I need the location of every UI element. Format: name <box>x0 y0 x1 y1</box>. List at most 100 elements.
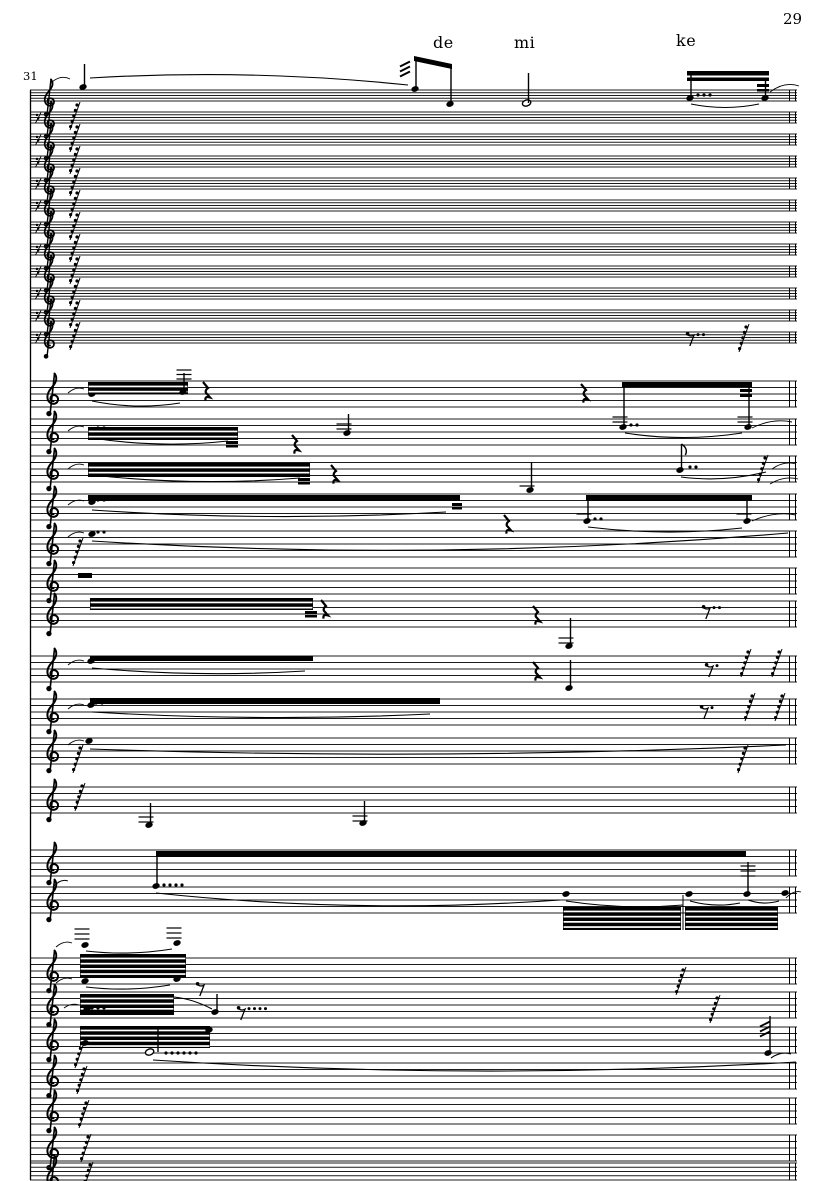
staff <box>30 133 797 146</box>
grace-notehead <box>744 325 748 329</box>
treble-clef-icon <box>46 878 60 923</box>
grace-note-run <box>83 1161 94 1181</box>
notehead <box>173 940 181 946</box>
page-number: 29 <box>783 10 803 28</box>
beam-gap <box>88 466 310 469</box>
tremolo-beam <box>563 907 681 930</box>
grace-note-run <box>69 321 81 351</box>
grace-notehead <box>69 257 73 261</box>
grace-rest-icon <box>35 222 42 234</box>
beam-gap <box>685 921 778 923</box>
grace-rest-icon <box>35 156 42 168</box>
dot <box>168 883 172 887</box>
grace-notehead <box>80 1041 84 1045</box>
treble-clef-icon <box>46 1089 60 1134</box>
grace-notehead <box>77 1052 81 1056</box>
grace-notehead <box>72 246 76 250</box>
grace-notehead <box>741 666 745 670</box>
grace-notehead <box>746 650 750 654</box>
quarter-rest-icon <box>202 381 214 401</box>
grace-note-run <box>744 692 756 722</box>
grace-notehead <box>69 191 73 195</box>
grace-rest-icon <box>35 332 42 344</box>
treble-clef-icon <box>43 144 55 183</box>
grace-note-run <box>771 648 783 678</box>
tie <box>55 941 73 948</box>
notehead <box>343 430 351 436</box>
grace-notehead <box>76 1089 80 1093</box>
grace-notehead <box>70 119 74 123</box>
treble-clef-icon <box>46 841 60 886</box>
augmentation-dots <box>162 883 184 887</box>
treble-clef-icon <box>46 778 60 823</box>
treble-clef-icon <box>46 410 52 417</box>
tremolo-beam <box>90 656 313 661</box>
grace-notehead <box>758 472 762 476</box>
treble-clef-icon <box>49 560 56 601</box>
treble-clef-icon <box>46 79 52 114</box>
grace-notehead <box>739 341 743 345</box>
treble-clef-icon <box>49 879 56 920</box>
dot <box>176 1051 180 1055</box>
grace-notehead <box>737 768 741 772</box>
tremolo-mark <box>759 1020 771 1038</box>
grace-notehead <box>745 710 749 714</box>
tremolo-mark <box>399 60 411 78</box>
ledger-lines <box>352 815 368 822</box>
staff <box>30 199 797 212</box>
grace-notehead <box>72 224 76 228</box>
dot <box>188 1051 192 1055</box>
tremolo-beam <box>305 611 317 614</box>
staff <box>30 221 797 234</box>
grace-note-run <box>76 1065 88 1095</box>
augmentation-dots <box>688 465 698 469</box>
beam-gap <box>80 957 186 960</box>
tie <box>771 462 797 470</box>
notehead <box>81 978 89 984</box>
grace-rest-icon <box>35 178 42 190</box>
grace-rest-icon <box>35 222 42 234</box>
slur <box>747 899 780 904</box>
grace-notehead <box>678 979 682 983</box>
beam-gap <box>563 915 681 918</box>
notehead <box>526 487 534 493</box>
grace-rest-icon <box>35 332 42 344</box>
treble-clef-icon <box>46 1021 52 1028</box>
grace-notehead <box>777 650 781 654</box>
treble-clef-icon <box>46 816 52 823</box>
tie <box>67 703 85 710</box>
tie <box>67 463 85 470</box>
beam-gap <box>563 926 681 928</box>
grace-notehead <box>778 699 783 704</box>
treble-clef-icon <box>46 410 60 455</box>
dot <box>194 1051 198 1055</box>
eighth-rest-icon <box>703 606 712 620</box>
treble-clef-icon <box>46 1154 60 1181</box>
dot <box>102 1006 106 1010</box>
beam-gap <box>80 1040 210 1042</box>
tie <box>67 425 85 432</box>
notehead <box>764 1050 772 1056</box>
tremolo-beam <box>740 394 752 397</box>
grace-notehead <box>80 1072 84 1076</box>
tie <box>769 477 799 485</box>
tie <box>751 420 793 429</box>
grace-notehead <box>772 666 776 670</box>
beam-gap <box>88 435 238 438</box>
grace-notehead <box>73 196 77 200</box>
grace-note-run <box>69 145 81 175</box>
tremolo-beam <box>88 463 310 477</box>
treble-clef-icon <box>43 100 55 139</box>
grace-notehead <box>743 746 747 750</box>
eighth-rest-icon <box>236 1006 267 1021</box>
quarter-rest-icon <box>532 661 544 681</box>
beam-gap <box>80 973 186 975</box>
grace-notehead <box>72 561 76 565</box>
tremolo-mark <box>759 1020 771 1028</box>
grace-notehead <box>73 762 77 766</box>
grace-notehead <box>741 336 745 340</box>
grace-notehead <box>74 1063 78 1067</box>
notehead <box>562 891 570 897</box>
notehead <box>743 891 751 897</box>
grace-notehead <box>757 478 761 482</box>
